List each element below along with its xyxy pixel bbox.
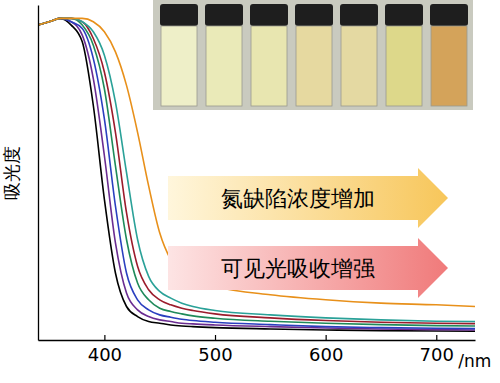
vial-body (161, 26, 197, 106)
x-tick: 700 (420, 335, 454, 365)
chart-container: 400 500 600 700 吸光度/nm 氮缺陷浓度增加可见光吸收增强 (0, 0, 500, 383)
spectrum-line (38, 18, 475, 330)
vial-cap (250, 4, 288, 26)
x-tick-mark (104, 335, 105, 340)
x-tick-label: 600 (309, 344, 343, 365)
spectrum-line (38, 18, 475, 328)
y-axis (38, 6, 39, 341)
vial-cap (430, 4, 468, 26)
y-axis-title: 吸光度 (1, 146, 22, 200)
x-tick: 500 (198, 335, 232, 365)
x-axis-line (39, 340, 476, 341)
vial-body (386, 26, 422, 106)
plot-area: 400 500 600 700 (38, 6, 476, 365)
x-tick: 400 (88, 335, 122, 365)
vial-body (341, 26, 377, 106)
spectrum-line (38, 18, 475, 331)
y-axis-line (38, 6, 39, 341)
x-axis-title: /nm (458, 351, 491, 371)
x-tick-label: 700 (420, 344, 454, 365)
vial-cap (295, 4, 333, 26)
inset-photo (153, 0, 473, 110)
chart-svg: 400 500 600 700 吸光度/nm 氮缺陷浓度增加可见光吸收增强 (0, 0, 500, 383)
vial-body (431, 26, 467, 106)
vial-body (206, 26, 242, 106)
spectrum-line (38, 18, 475, 321)
x-tick-label: 400 (88, 344, 122, 365)
inset-background (153, 0, 473, 110)
x-axis: 400 500 600 700 (39, 335, 476, 365)
x-tick-label: 500 (198, 344, 232, 365)
annotation-arrow (168, 238, 448, 298)
x-tick: 600 (309, 335, 343, 365)
spectrum-line (38, 18, 475, 306)
x-tick-mark (326, 335, 327, 340)
vial-cap (205, 4, 243, 26)
vial-cap (160, 4, 198, 26)
vial-cap (385, 4, 423, 26)
vial-body (251, 26, 287, 106)
x-tick-mark (215, 335, 216, 340)
annotation-text: 氮缺陷浓度增加 (221, 186, 375, 211)
x-tick-mark (436, 335, 437, 340)
spectrum-line (38, 18, 475, 323)
spectrum-line (38, 18, 475, 326)
annotation-text: 可见光吸收增强 (221, 256, 375, 281)
vial-body (296, 26, 332, 106)
lines (38, 18, 475, 331)
annotation-arrow (168, 168, 448, 228)
vial-cap (340, 4, 378, 26)
